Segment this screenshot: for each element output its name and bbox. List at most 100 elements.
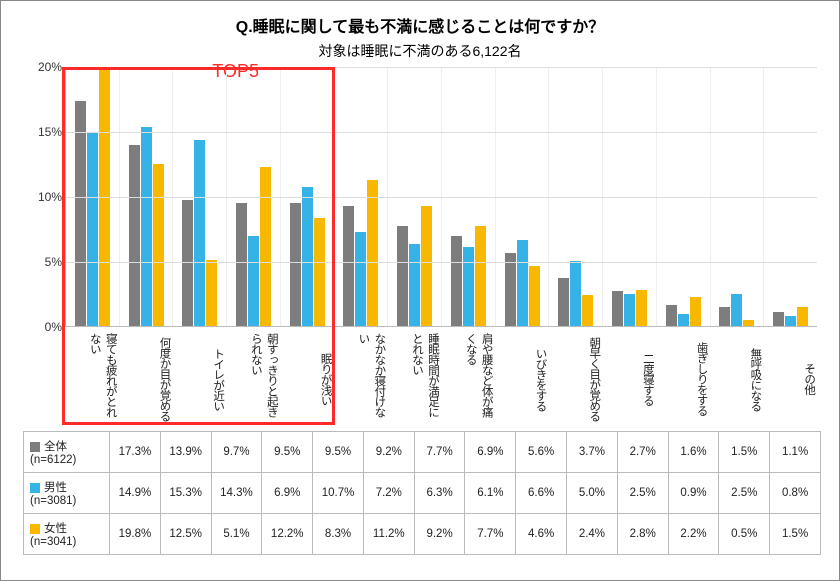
bar (797, 307, 808, 327)
grid-line (66, 262, 817, 263)
table-cell: 5.0% (567, 473, 618, 514)
bar (636, 290, 647, 326)
bar (666, 305, 677, 326)
chart-title: Q.睡眠に関して最も不満に感じることは何ですか？ (19, 13, 821, 37)
series-label: 男性 (44, 482, 67, 494)
table-cell: 6.3% (414, 473, 465, 514)
table-cell: 1.6% (668, 432, 719, 473)
data-table: 全体(n=6122)17.3%13.9%9.7%9.5%9.5%9.2%7.7%… (23, 431, 821, 555)
x-axis-labels: 寝ても疲れがとれない何度か目が覚めるトイレが近い朝すっきりと起きられない眠りが浅… (65, 329, 817, 425)
bar (87, 132, 98, 326)
bar (260, 167, 271, 326)
grid-line (66, 197, 817, 198)
y-axis-label: 15% (24, 125, 62, 139)
x-axis-label: その他 (763, 329, 817, 425)
table-cell: 9.2% (414, 514, 465, 555)
series-header: 全体(n=6122) (24, 432, 110, 473)
bar (355, 232, 366, 326)
y-axis-label: 20% (24, 60, 62, 74)
table-row: 男性(n=3081)14.9%15.3%14.3%6.9%10.7%7.2%6.… (24, 473, 821, 514)
x-axis-label: なかなか寝付けない (334, 329, 388, 425)
table-cell: 10.7% (313, 473, 364, 514)
table-cell: 14.3% (211, 473, 262, 514)
bar (141, 127, 152, 326)
bar (314, 218, 325, 326)
table-cell: 6.9% (262, 473, 313, 514)
bar (153, 164, 164, 327)
table-cell: 17.3% (110, 432, 161, 473)
bar (624, 294, 635, 327)
table-cell: 0.5% (719, 514, 770, 555)
bar (517, 240, 528, 326)
bar (206, 260, 217, 326)
bar (678, 314, 689, 326)
bar (475, 226, 486, 326)
bar (505, 253, 516, 326)
table-cell: 15.3% (160, 473, 211, 514)
plot-wrap: TOP5 0%5%10%15%20% 寝ても疲れがとれない何度か目が覚めるトイレ… (65, 67, 817, 427)
table-cell: 11.2% (363, 514, 414, 555)
table-cell: 0.8% (770, 473, 821, 514)
chart-container: Q.睡眠に関して最も不満に感じることは何ですか？ 対象は睡眠に不満のある6,12… (0, 0, 840, 581)
bar (570, 261, 581, 326)
table-cell: 5.1% (211, 514, 262, 555)
table-cell: 1.1% (770, 432, 821, 473)
table-cell: 1.5% (719, 432, 770, 473)
table-cell: 12.2% (262, 514, 313, 555)
series-n: (n=3041) (30, 536, 76, 548)
table-cell: 2.2% (668, 514, 719, 555)
plot-area: 0%5%10%15%20% (65, 67, 817, 327)
series-label: 女性 (44, 523, 67, 535)
series-header: 男性(n=3081) (24, 473, 110, 514)
x-axis-label: 歯ぎしりをする (656, 329, 710, 425)
bar (421, 206, 432, 326)
table-cell: 2.8% (617, 514, 668, 555)
x-axis-label: 何度か目が覚める (119, 329, 173, 425)
table-cell: 7.2% (363, 473, 414, 514)
table-cell: 9.5% (262, 432, 313, 473)
y-axis-label: 0% (24, 320, 62, 334)
table-cell: 7.7% (414, 432, 465, 473)
table-cell: 9.2% (363, 432, 414, 473)
table-cell: 13.9% (160, 432, 211, 473)
table-cell: 2.5% (719, 473, 770, 514)
bar (612, 291, 623, 326)
y-axis-label: 5% (24, 255, 62, 269)
table-cell: 3.7% (567, 432, 618, 473)
table-cell: 6.6% (516, 473, 567, 514)
bar (248, 236, 259, 326)
x-axis-label: 睡眠時間が満足にとれない (387, 329, 441, 425)
series-header: 女性(n=3041) (24, 514, 110, 555)
bar (463, 247, 474, 326)
table-cell: 2.4% (567, 514, 618, 555)
bar (743, 320, 754, 327)
bar (194, 140, 205, 326)
bar (343, 206, 354, 326)
table-cell: 4.6% (516, 514, 567, 555)
table-cell: 2.5% (617, 473, 668, 514)
x-axis-label: 肩や腰など体が痛くなる (441, 329, 495, 425)
y-axis-label: 10% (24, 190, 62, 204)
bar (529, 266, 540, 326)
bar (397, 226, 408, 326)
series-n: (n=6122) (30, 454, 76, 466)
x-axis-label: トイレが近い (172, 329, 226, 425)
bar (451, 236, 462, 326)
table-cell: 14.9% (110, 473, 161, 514)
bar (236, 203, 247, 327)
bar (731, 294, 742, 327)
grid-line (66, 67, 817, 68)
x-axis-label: いびきをする (495, 329, 549, 425)
bar (582, 295, 593, 326)
grid-line (66, 132, 817, 133)
legend-swatch (30, 483, 40, 493)
table-cell: 6.9% (465, 432, 516, 473)
x-axis-label: 朝早く目が覚める (548, 329, 602, 425)
table-cell: 5.6% (516, 432, 567, 473)
table-cell: 7.7% (465, 514, 516, 555)
table-cell: 19.8% (110, 514, 161, 555)
table-cell: 2.7% (617, 432, 668, 473)
series-label: 全体 (44, 441, 67, 453)
x-axis-label: 朝すっきりと起きられない (226, 329, 280, 425)
table-row: 女性(n=3041)19.8%12.5%5.1%12.2%8.3%11.2%9.… (24, 514, 821, 555)
